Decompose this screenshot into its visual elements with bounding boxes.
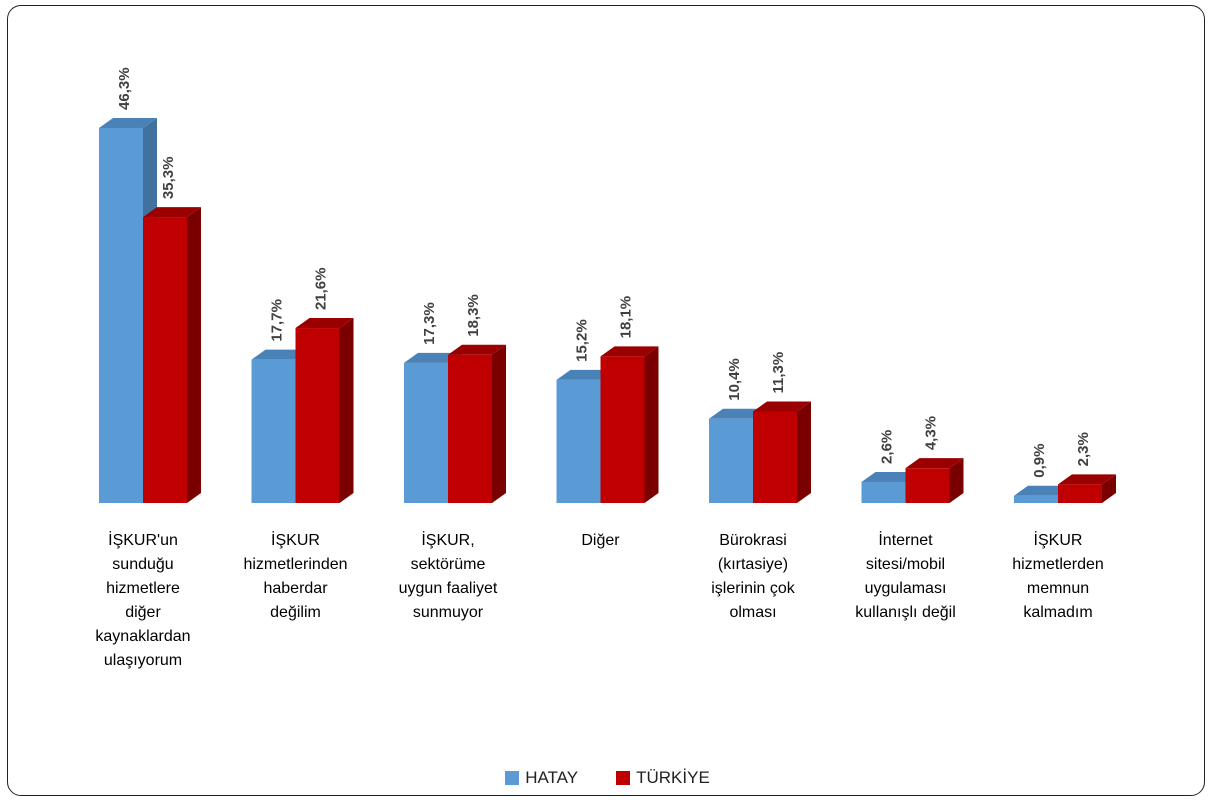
category-label-3: Diğer xyxy=(581,532,620,549)
value-label-hatay-1: 17,7% xyxy=(269,299,286,342)
value-label-turkiye-1: 21,6% xyxy=(313,267,330,310)
value-label-turkiye-5: 4,3% xyxy=(923,416,940,450)
legend-item-turkiye: TÜRKİYE xyxy=(616,768,710,788)
category-label-6: İŞKUR hizmetlerden memnun kalmadım xyxy=(1012,530,1104,621)
bar-turkiye-5 xyxy=(905,458,964,503)
bar-turkiye-6 xyxy=(1058,474,1116,503)
legend-label-turkiye: TÜRKİYE xyxy=(636,768,710,787)
bar-turkiye-0 xyxy=(143,207,201,503)
legend-label-hatay: HATAY xyxy=(525,768,579,787)
category-label-5: İnternet sitesi/mobil uygulaması kullanışlı… xyxy=(855,530,956,621)
bar-turkiye-2 xyxy=(448,344,506,503)
value-label-hatay-2: 17,3% xyxy=(421,302,438,345)
legend: HATAY TÜRKİYE xyxy=(0,768,1215,788)
value-label-hatay-4: 10,4% xyxy=(726,358,743,401)
legend-swatch-hatay xyxy=(505,771,520,785)
value-label-hatay-6: 0,9% xyxy=(1031,444,1048,478)
value-label-hatay-3: 15,2% xyxy=(574,319,591,362)
value-label-turkiye-3: 18,1% xyxy=(618,296,635,339)
bar-turkiye-4 xyxy=(753,401,811,503)
bar-turkiye-3 xyxy=(600,346,659,503)
bar-turkiye-1 xyxy=(295,318,354,503)
category-label-4: Bürokrasi (kırtasiye) işlerinin çok olması xyxy=(711,532,796,621)
category-label-0: İŞKUR'un sunduğu hizmetlere diğer kaynaklard… xyxy=(95,530,190,669)
value-label-turkiye-2: 18,3% xyxy=(465,294,482,337)
legend-item-hatay: HATAY xyxy=(505,768,578,788)
category-label-1: İŞKUR hizmetlerinden haberdar değilim xyxy=(243,530,347,621)
value-label-hatay-5: 2,6% xyxy=(879,430,896,464)
value-label-hatay-0: 46,3% xyxy=(116,67,133,110)
value-label-turkiye-4: 11,3% xyxy=(770,352,787,394)
value-label-turkiye-6: 2,3% xyxy=(1075,432,1092,466)
value-label-turkiye-0: 35,3% xyxy=(160,157,177,200)
legend-swatch-turkiye xyxy=(616,771,631,785)
category-label-2: İŞKUR, sektörüme uygun faaliyet sunmuyor xyxy=(399,530,498,621)
